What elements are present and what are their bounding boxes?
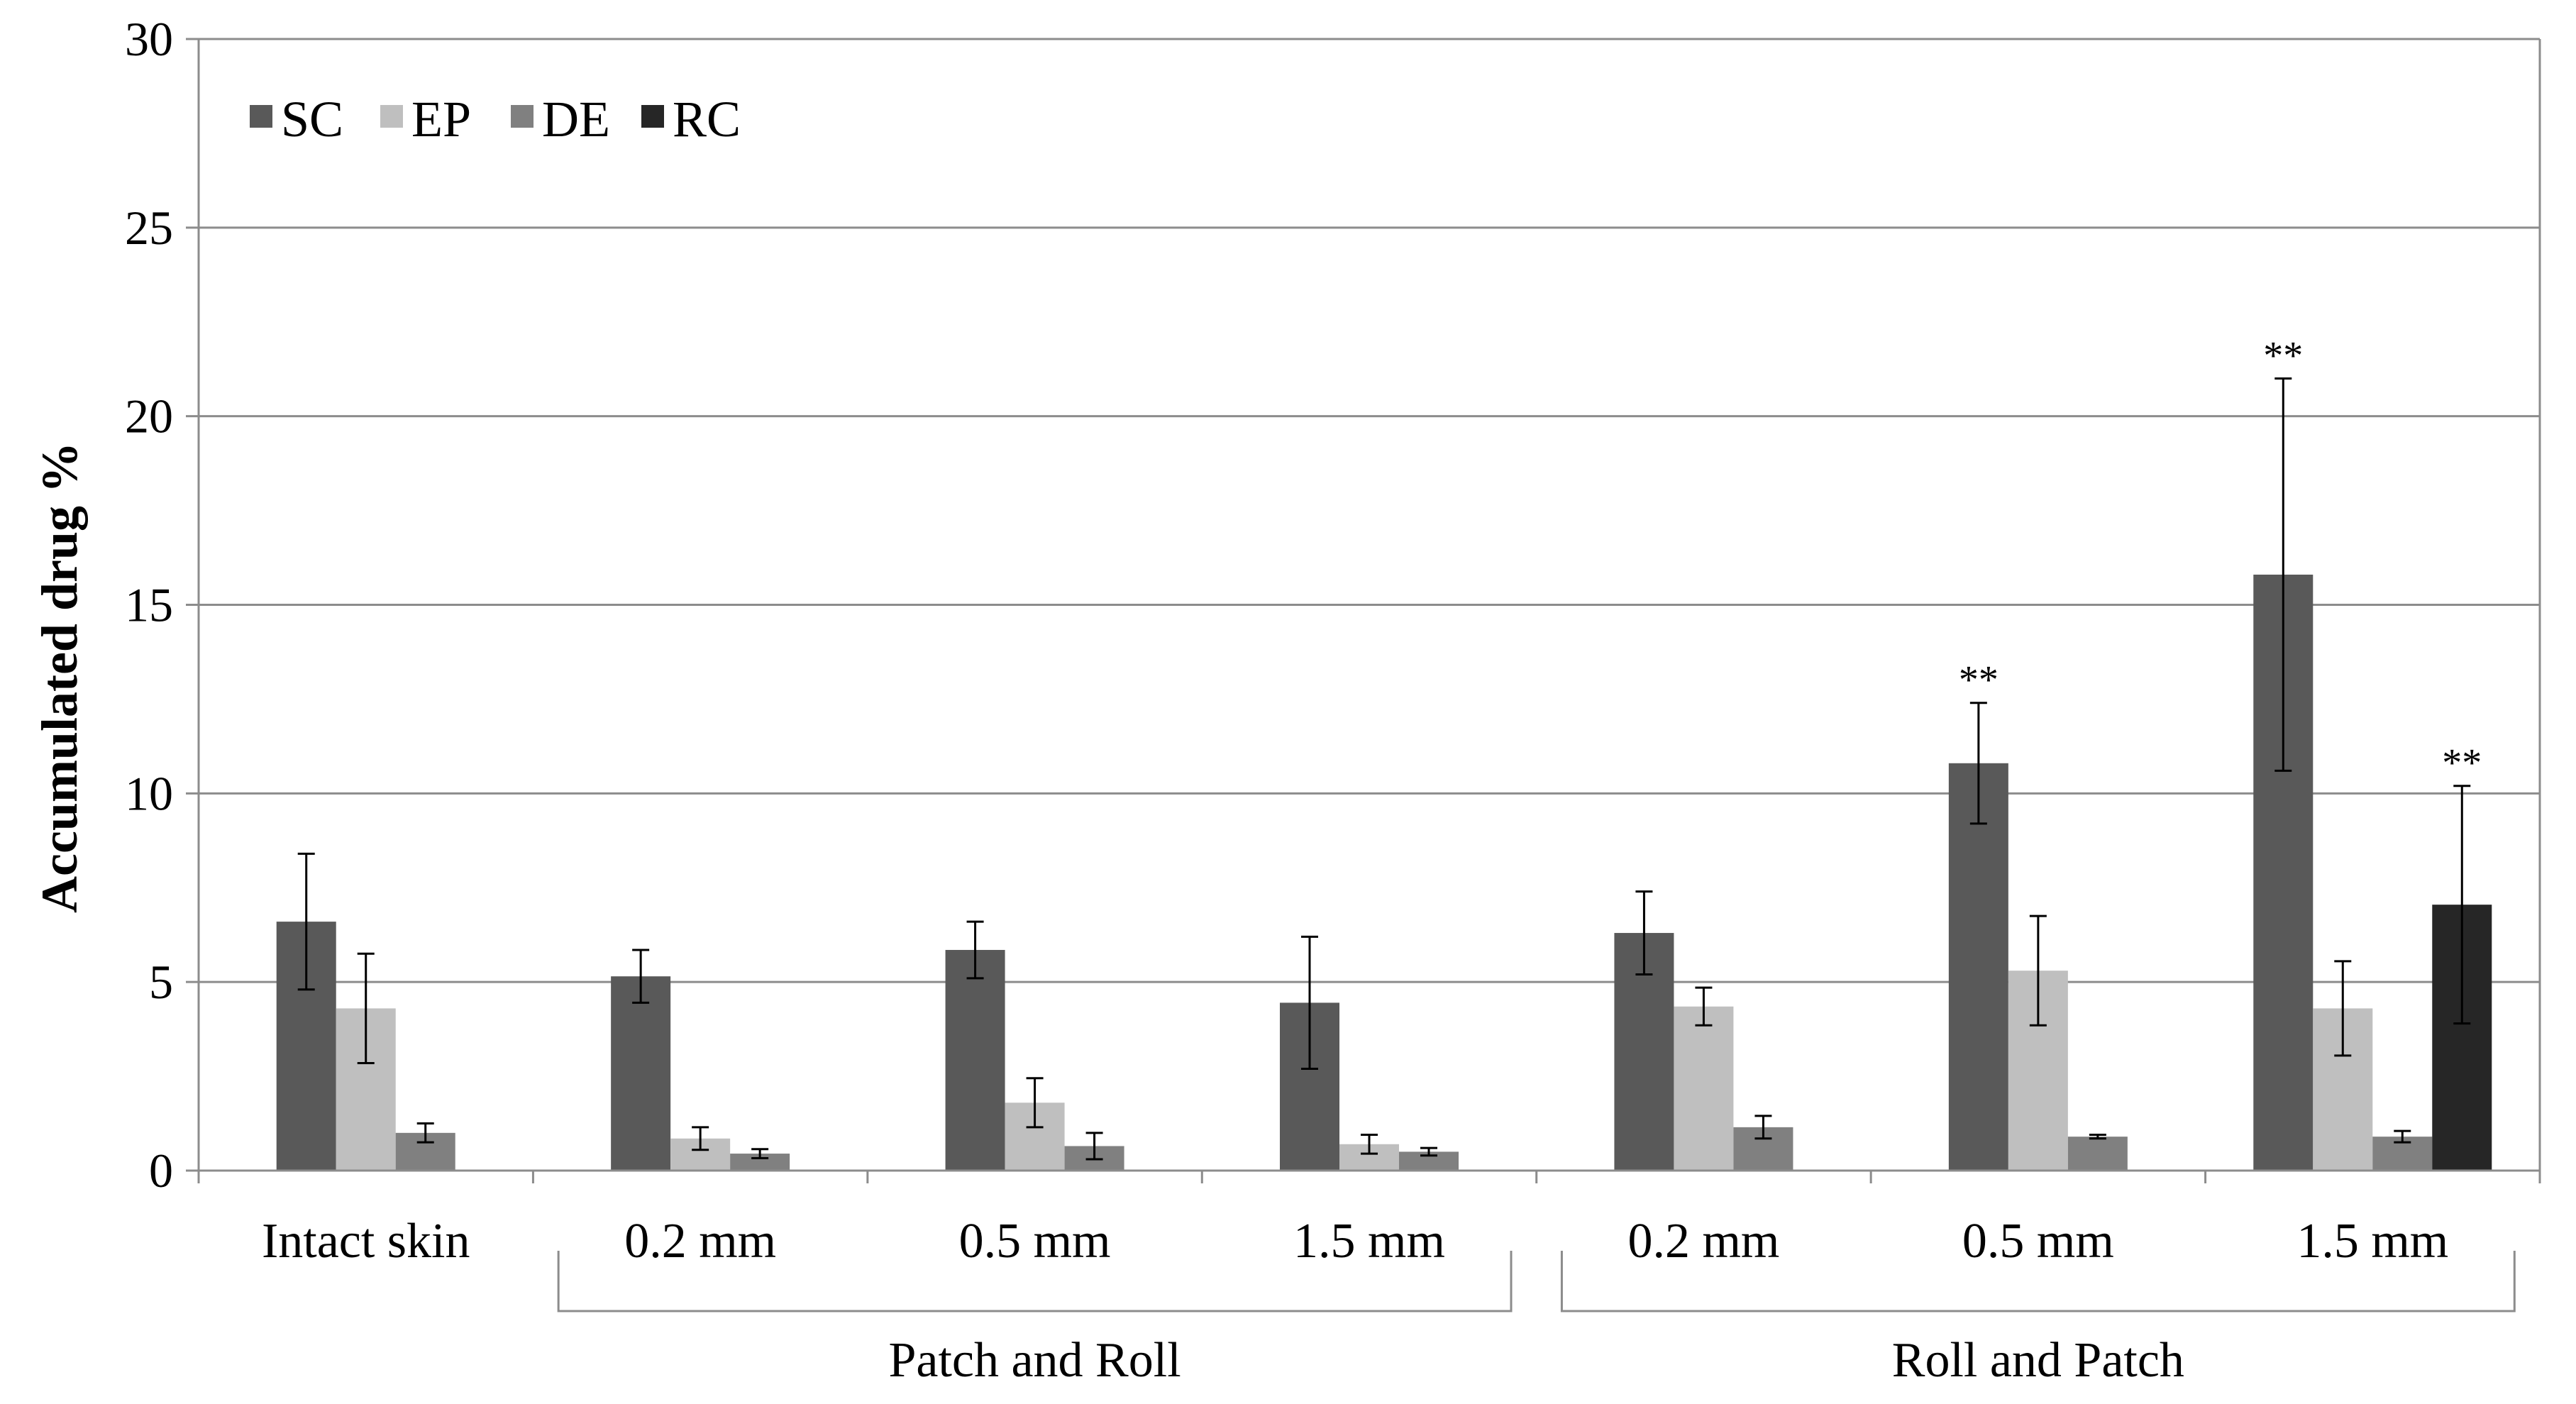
y-tick-label: 0 [149,1144,173,1198]
y-tick-label: 25 [125,201,173,255]
x-category-label: 0.5 mm [959,1214,1111,1268]
y-tick-label: 20 [125,389,173,443]
legend-label-sc: SC [281,91,343,148]
grid-lines [199,38,2540,983]
y-axis-label: Accumulated drug % [31,442,88,913]
y-tick-label: 5 [149,955,173,1009]
x-category-label: 0.5 mm [1962,1214,2114,1268]
group-bracket [557,1251,1513,1312]
bar-de [2067,1137,2128,1171]
bar-sc [1948,763,2008,1171]
x-axis-labels: Intact skin 0.2 mm 0.5 mm 1.5 mm 0.2 mm 0.5 m… [262,1214,2448,1268]
bar-sc [945,949,1005,1171]
legend-swatch-de [511,105,534,128]
error-bars [297,377,2471,1161]
x-category-label: 0.2 mm [624,1214,776,1268]
y-tick-label: 10 [125,766,173,820]
significance-marker: ** [2263,334,2303,378]
group-label: Patch and Roll [888,1333,1181,1388]
significance-marker: ** [1959,658,1999,702]
legend-label-de: DE [542,91,610,148]
x-category-label: Intact skin [262,1214,470,1268]
y-axis-ticks: 0 5 10 15 20 25 30 [125,12,199,1198]
x-category-label: 1.5 mm [1293,1214,1445,1268]
legend: SC EP DE RC [250,91,741,148]
legend-swatch-sc [250,105,272,128]
annotations: ** ** ** [1959,334,2482,785]
legend-label-ep: EP [411,91,471,148]
group-brackets: Patch and Roll Roll and Patch [557,1251,2516,1388]
legend-swatch-ep [380,105,403,128]
axes [197,39,2541,1183]
legend-label-rc: RC [673,91,741,148]
y-tick-label: 30 [125,12,173,66]
bar-sc [611,976,671,1171]
group-bracket [1560,1251,2516,1312]
bar-ep [1674,1006,1734,1171]
legend-swatch-rc [641,105,664,128]
x-category-label: 1.5 mm [2296,1214,2448,1268]
y-tick-label: 15 [125,578,173,632]
bars [276,574,2492,1171]
significance-marker: ** [2442,741,2482,785]
x-category-label: 0.2 mm [1627,1214,1779,1268]
bar-de [730,1154,790,1171]
group-label: Roll and Patch [1892,1333,2184,1388]
